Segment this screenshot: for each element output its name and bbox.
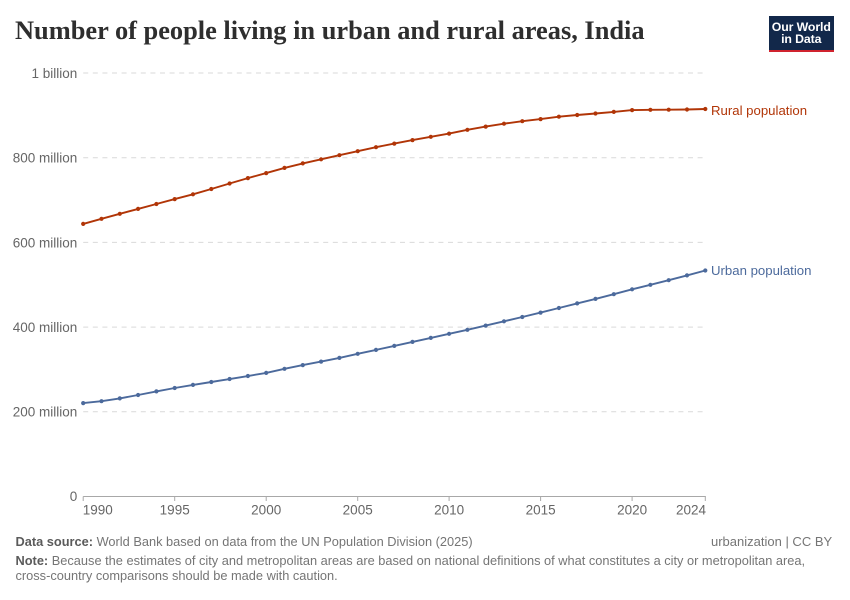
svg-text:1990: 1990 (83, 503, 113, 518)
svg-text:2024: 2024 (676, 503, 707, 518)
svg-text:400 million: 400 million (13, 320, 78, 335)
svg-text:Urban population: Urban population (711, 263, 811, 278)
svg-text:2005: 2005 (343, 503, 373, 518)
svg-text:200 million: 200 million (13, 405, 78, 420)
svg-text:1995: 1995 (160, 503, 190, 518)
svg-text:600 million: 600 million (13, 235, 78, 250)
svg-text:Rural population: Rural population (711, 103, 807, 118)
svg-text:800 million: 800 million (13, 151, 78, 166)
svg-text:2010: 2010 (434, 503, 464, 518)
svg-text:2020: 2020 (617, 503, 647, 518)
svg-text:0: 0 (70, 489, 78, 504)
svg-text:2000: 2000 (251, 503, 281, 518)
svg-text:2015: 2015 (526, 503, 556, 518)
svg-text:1 billion: 1 billion (32, 66, 78, 81)
